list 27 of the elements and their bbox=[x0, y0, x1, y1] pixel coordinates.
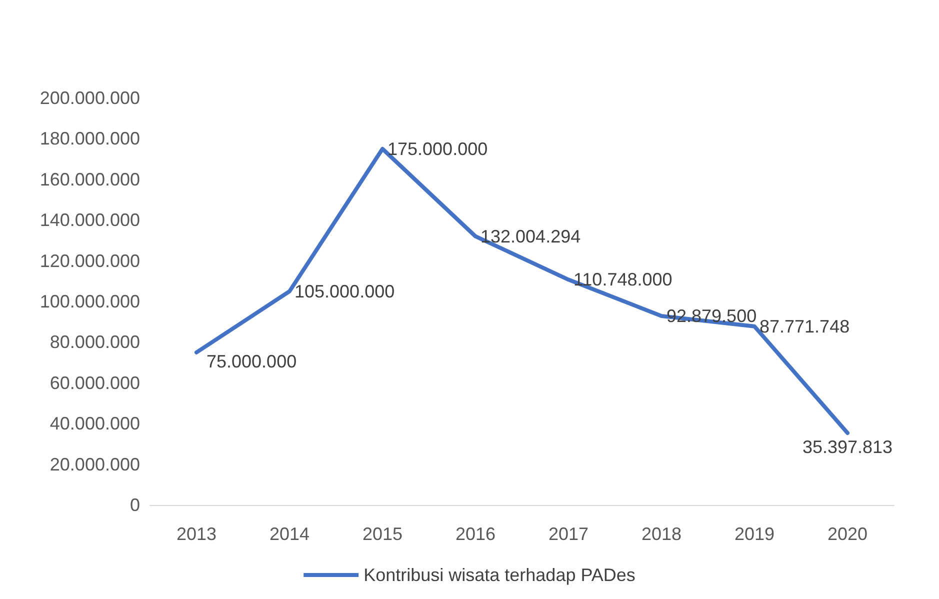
legend-label: Kontribusi wisata terhadap PADes bbox=[364, 565, 636, 585]
y-tick-label: 120.000.000 bbox=[40, 250, 140, 271]
data-label: 175.000.000 bbox=[388, 138, 488, 159]
x-tick-label: 2013 bbox=[176, 524, 217, 544]
y-tick-label: 60.000.000 bbox=[50, 372, 140, 393]
y-tick-label: 200.000.000 bbox=[40, 88, 140, 108]
x-tick-label: 2016 bbox=[455, 524, 496, 544]
x-tick-label: 2015 bbox=[362, 524, 403, 544]
data-label: 105.000.000 bbox=[294, 281, 395, 302]
y-tick-label: 100.000.000 bbox=[40, 292, 140, 312]
data-label: 75.000.000 bbox=[206, 351, 297, 372]
data-label: 35.397.813 bbox=[802, 436, 893, 457]
y-tick-label: 0 bbox=[130, 495, 140, 515]
y-tick-label: 20.000.000 bbox=[50, 454, 140, 474]
data-label: 110.748.000 bbox=[574, 270, 672, 290]
x-tick-label: 2019 bbox=[734, 524, 775, 544]
y-tick-label: 180.000.000 bbox=[40, 128, 140, 149]
y-tick-label: 160.000.000 bbox=[40, 169, 140, 190]
x-tick-label: 2014 bbox=[269, 524, 310, 544]
data-label: 87.771.748 bbox=[760, 316, 850, 336]
y-tick-label: 80.000.000 bbox=[50, 332, 140, 352]
x-tick-label: 2017 bbox=[548, 524, 589, 544]
x-tick-label: 2018 bbox=[641, 524, 682, 544]
y-tick-label: 140.000.000 bbox=[40, 210, 140, 230]
data-label: 132.004.294 bbox=[480, 226, 581, 246]
x-tick-label: 2020 bbox=[827, 524, 868, 544]
y-tick-label: 40.000.000 bbox=[50, 414, 140, 434]
